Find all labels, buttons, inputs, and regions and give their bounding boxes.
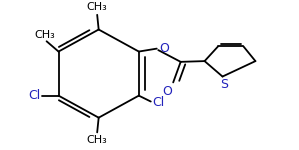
Text: Cl: Cl [28,89,41,102]
Text: O: O [162,85,172,98]
Text: S: S [220,78,228,91]
Text: CH₃: CH₃ [87,2,108,12]
Text: Cl: Cl [152,96,164,110]
Text: O: O [160,42,170,55]
Text: CH₃: CH₃ [87,135,108,145]
Text: CH₃: CH₃ [35,30,55,40]
